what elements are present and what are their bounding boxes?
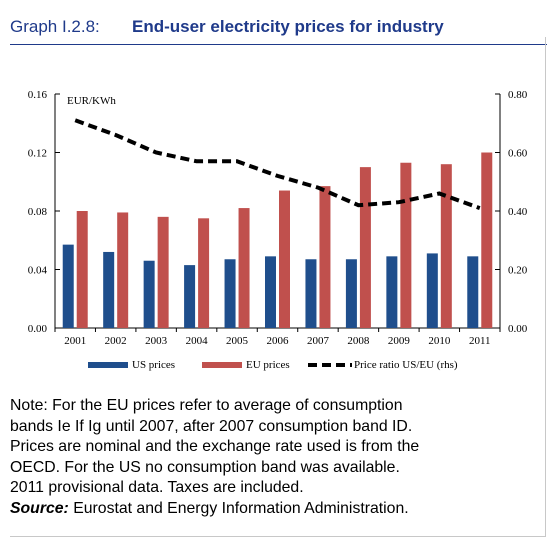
x-tick-label: 2011 [469,335,491,347]
y-tick-label-left: 0.04 [28,265,48,277]
chart: 0.00 0.04 0.08 0.12 0.16 0.00 0.20 0.40 0.60 0.80… [28,89,528,371]
y-tick-label-right: 0.40 [508,206,528,218]
bar-us-prices [103,251,115,328]
y-tick-label-right: 0.60 [508,148,528,160]
x-tick-label: 2001 [64,335,86,347]
x-tick-label: 2004 [186,335,209,347]
x-tick-label: 2006 [267,335,290,347]
x-tick-label: 2003 [145,335,168,347]
bar-us-prices [143,260,155,328]
legend-label-us-prices: US prices [132,359,175,371]
bar-eu-prices [117,212,129,328]
y-tick-label-left: 0.16 [28,89,48,101]
legend-swatch-eu-prices [202,362,242,368]
x-tick-label: 2009 [388,335,411,347]
bar-eu-prices [481,152,493,328]
y-tick-label-right: 0.20 [508,265,528,277]
graph-header: Graph I.2.8: End-user electricity prices… [10,17,547,45]
x-tick-label: 2008 [347,335,370,347]
graph-title: End-user electricity prices for industry [132,17,444,36]
y-tick-label-right: 0.80 [508,89,528,101]
frame-border-right [545,37,546,537]
bar-us-prices [224,259,236,328]
note-line: bands Ie If Ig until 2007, after 2007 co… [10,417,413,435]
note-line: OECD. For the US no consumption band was… [10,458,400,476]
bar-us-prices [345,259,357,328]
note-line: Prices are nominal and the exchange rate… [10,438,420,455]
header-rule [10,44,547,45]
bar-eu-prices [400,162,412,328]
bar-us-prices [305,259,317,328]
y-tick-label-left: 0.00 [28,323,48,335]
bar-eu-prices [157,216,169,328]
bar-eu-prices [359,167,371,328]
bar-eu-prices [198,218,210,328]
unit-label: EUR/KWh [67,95,116,107]
x-tick-label: 2010 [428,335,451,347]
note-line: Note: For the EU prices refer to average… [10,397,403,414]
note-line: 2011 provisional data. Taxes are include… [10,479,304,496]
bar-eu-prices [279,190,290,328]
bar-eu-prices [238,208,250,328]
bar-us-prices [467,256,479,328]
legend-label-price-ratio: Price ratio US/EU (rhs) [354,359,458,371]
legend-label-eu-prices: EU prices [246,359,290,371]
x-tick-label: 2005 [226,335,249,347]
y-tick-label-right: 0.00 [508,323,528,335]
x-tick-label: 2007 [307,335,330,347]
chart-notes: Note: For the EU prices refer to average… [10,396,540,519]
y-tick-label-left: 0.08 [28,206,48,218]
x-tick-label: 2002 [105,335,127,347]
source-text: Eurostat and Energy Information Administ… [68,499,409,517]
frame-border-bottom [10,536,546,537]
bar-us-prices [265,256,276,328]
bar-us-prices [184,265,196,328]
bar-eu-prices [76,211,88,328]
legend-swatch-us-prices [88,362,128,368]
bar-us-prices [426,253,438,328]
bar-us-prices [386,256,398,328]
bar-eu-prices [319,186,331,328]
y-tick-label-left: 0.12 [28,148,47,160]
line-price-ratio [74,118,481,210]
graph-number: Graph I.2.8: [10,17,100,36]
bar-eu-prices [440,164,452,328]
source-line: Source: Eurostat and Energy Information … [10,499,540,520]
source-label: Source: [10,499,69,517]
bar-us-prices [62,244,74,328]
